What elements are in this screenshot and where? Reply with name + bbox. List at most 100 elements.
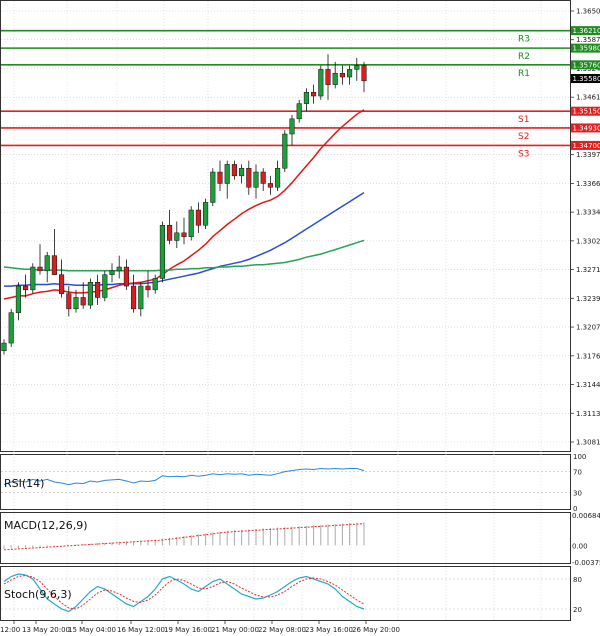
macd-label: MACD(12,26,9) [4, 519, 88, 532]
level-price-tag-s2 [571, 123, 600, 133]
price-tick-label: 1.31760 [576, 352, 600, 360]
candle-up [282, 133, 288, 169]
macd-tick-label: -0.003752 [572, 559, 600, 567]
candle-up [44, 255, 50, 272]
candle-up [174, 232, 180, 241]
grid-lines [1, 1, 570, 620]
candle-up [296, 103, 302, 120]
price-tick-label: 1.33025 [576, 237, 600, 245]
level-price-tag-r1 [571, 60, 600, 70]
candle-up [73, 297, 79, 310]
rsi-tick-label: 100 [573, 453, 586, 461]
price-tick-label: 1.33975 [576, 151, 600, 159]
current-price-text: 1.35580 [573, 75, 600, 83]
rsi-tick-label: 0 [573, 505, 577, 513]
candle-up [253, 171, 259, 188]
candle-up [116, 266, 122, 272]
price-tick-label: 1.34610 [576, 94, 600, 102]
time-tick-label: 19 May 16:00 [164, 626, 212, 634]
level-price-text-s3: 1.34700 [573, 142, 600, 150]
price-tick-label: 1.32710 [576, 266, 600, 274]
price-tick-label: 1.36505 [576, 8, 600, 16]
stoch-tick-label: 80 [573, 576, 582, 584]
pivot-levels: R3 R2 R1 S1 S2 S3 [1, 29, 570, 159]
candle-up [159, 224, 165, 279]
candle-down [325, 69, 331, 85]
candle-up [210, 171, 216, 203]
candle-up [289, 118, 295, 135]
level-price-text-r3: 1.36210 [573, 27, 600, 35]
stoch-label: Stoch(9,6,3) [4, 588, 72, 601]
candle-down [311, 91, 317, 97]
price-tick-label: 1.35875 [576, 36, 600, 44]
stoch-d-line [3, 574, 365, 610]
main-panel-frame [0, 0, 571, 452]
candle-up [109, 270, 115, 275]
candle-down [80, 297, 86, 306]
level-label-r2: R2 [518, 52, 530, 62]
price-axis: 1.365051.358751.352401.346101.342901.339… [570, 8, 600, 447]
level-price-text-r2: 1.35980 [573, 45, 600, 53]
candle-down [217, 171, 223, 184]
level-label-r3: R3 [518, 35, 530, 45]
candles [1, 54, 367, 355]
candle-down [260, 171, 266, 184]
rsi-line [3, 467, 365, 486]
candle-down [231, 164, 237, 177]
price-tick-label: 1.33345 [576, 209, 600, 217]
time-tick-label: 23 May 16:00 [305, 626, 353, 634]
rsi-tick-label: 70 [573, 469, 582, 477]
price-tick-label: 1.32075 [576, 324, 600, 332]
candle-down [51, 255, 57, 275]
price-tick-label: 1.33660 [576, 180, 600, 188]
current-price-tag [571, 74, 600, 84]
candle-down [246, 167, 252, 188]
candle-down [361, 65, 367, 82]
level-price-tag-r2 [571, 43, 600, 53]
candle-up [303, 91, 309, 104]
time-tick-label: 26 May 20:00 [352, 626, 400, 634]
candle-up [102, 274, 108, 298]
candle-down [195, 209, 201, 226]
level-label-s3: S3 [518, 149, 529, 159]
candle-up [87, 282, 93, 306]
time-tick-label: 21 May 00:00 [211, 626, 259, 634]
candle-down [95, 282, 101, 298]
ma-line-ma-slow [3, 239, 365, 272]
candle-up [332, 72, 338, 85]
stoch-tick-label: 20 [573, 606, 582, 614]
macd-panel: 0.006848 0.00 -0.003752 [3, 512, 600, 567]
candle-up [347, 69, 353, 78]
stoch-k-line [3, 573, 365, 613]
level-label-r1: R1 [518, 69, 530, 79]
macd-signal-line [3, 523, 365, 551]
candle-down [59, 274, 65, 294]
candle-up [1, 342, 7, 351]
price-tick-label: 1.31445 [576, 381, 600, 389]
time-tick-label: 15 May 04:00 [68, 626, 116, 634]
candle-down [131, 285, 137, 310]
stoch-panel-frame [0, 566, 571, 621]
candle-up [354, 65, 360, 70]
candle-up [30, 266, 36, 291]
rsi-panel: 100 70 30 0 [1, 453, 586, 513]
rsi-tick-label: 30 [573, 489, 582, 497]
candle-up [8, 312, 14, 344]
candle-up [203, 202, 209, 226]
macd-tick-label: 0.00 [572, 542, 588, 550]
level-label-s1: S1 [518, 115, 529, 125]
time-tick-label: 22 May 08:00 [258, 626, 306, 634]
candle-down [23, 285, 29, 291]
level-price-tag-s1 [571, 106, 600, 116]
candle-up [152, 278, 158, 291]
price-tick-label: 1.32395 [576, 295, 600, 303]
candle-up [138, 285, 144, 310]
candle-up [318, 69, 324, 97]
candle-down [66, 293, 72, 310]
level-price-text-s1: 1.35150 [573, 108, 600, 116]
time-tick-label: 16 May 12:00 [117, 626, 165, 634]
level-price-text-s2: 1.34930 [573, 124, 600, 132]
candle-up [239, 167, 245, 177]
candle-up [224, 164, 230, 184]
